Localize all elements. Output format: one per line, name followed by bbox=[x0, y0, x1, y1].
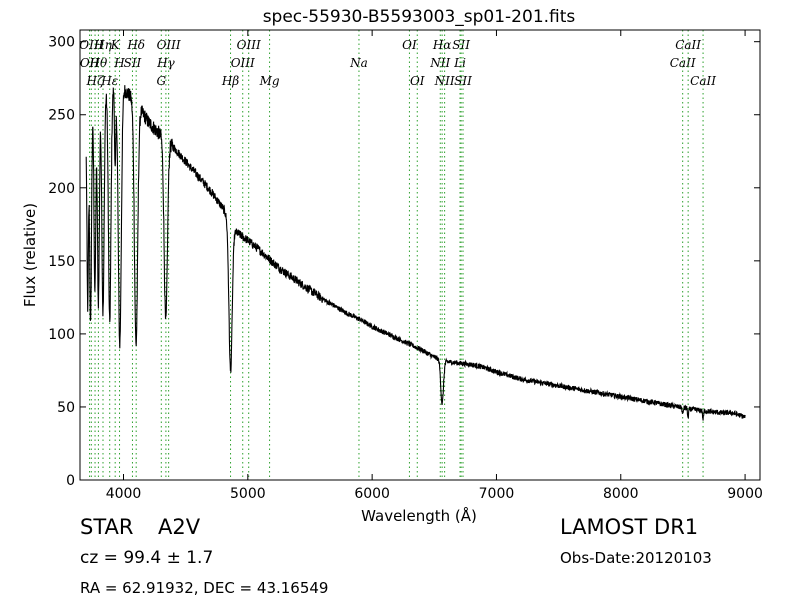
line-marker-label-10: G bbox=[157, 74, 167, 88]
line-marker-label-24: SII bbox=[452, 38, 470, 52]
line-marker-label-7: H bbox=[113, 56, 125, 70]
line-marker-label-22: NII bbox=[434, 74, 455, 88]
line-marker-label-14: OIII bbox=[231, 56, 255, 70]
spectrum-series bbox=[85, 85, 746, 421]
line-marker-label-21: Hα bbox=[432, 38, 452, 52]
x-tick-label-4: 8000 bbox=[603, 486, 639, 502]
x-tick-label-0: 4000 bbox=[106, 486, 142, 502]
line-markers: OIIOIIIHζHθHηHεKHSIIHδGHγOIIIHβOIIIOIIIM… bbox=[79, 30, 716, 480]
y-tick-label-3: 150 bbox=[48, 254, 75, 270]
line-marker-label-23: Li bbox=[453, 56, 466, 70]
line-marker-label-3: Hθ bbox=[89, 56, 108, 70]
line-marker-label-27: CaII bbox=[675, 38, 701, 52]
x-tick-label-3: 7000 bbox=[479, 486, 515, 502]
observation-date: Obs-Date:20120103 bbox=[560, 549, 712, 567]
line-marker-label-9: Hδ bbox=[126, 38, 145, 52]
line-marker-label-19: OI bbox=[410, 74, 425, 88]
line-marker-label-16: Mg bbox=[259, 74, 280, 88]
coordinates-readout: RA = 62.91932, DEC = 43.16549 bbox=[80, 579, 329, 597]
x-tick-label-1: 5000 bbox=[230, 486, 266, 502]
line-marker-label-25: SII bbox=[454, 74, 472, 88]
y-tick-label-6: 300 bbox=[48, 35, 75, 51]
x-axis-label: Wavelength (Å) bbox=[361, 506, 477, 525]
line-marker-label-12: OIII bbox=[157, 38, 181, 52]
line-marker-label-11: Hγ bbox=[156, 56, 175, 70]
x-tick-label-2: 6000 bbox=[354, 486, 390, 502]
chart-title: spec-55930-B5593003_sp01-201.fits bbox=[263, 7, 576, 27]
y-tick-label-0: 0 bbox=[66, 473, 75, 489]
object-class: STAR bbox=[80, 515, 134, 539]
y-tick-label-1: 50 bbox=[57, 400, 75, 416]
y-tick-label-4: 200 bbox=[48, 181, 75, 197]
redshift-readout: cz = 99.4 ± 1.7 bbox=[80, 548, 214, 568]
line-marker-label-17: Na bbox=[349, 56, 368, 70]
line-marker-label-8: SII bbox=[124, 56, 142, 70]
line-marker-label-2: Hζ bbox=[86, 74, 105, 88]
line-marker-label-5: Hε bbox=[100, 74, 118, 88]
line-marker-label-26: CaII bbox=[670, 56, 696, 70]
plot-axes: 4000 5000 6000 7000 8000 9000 0 50 100 150 200 250 3… bbox=[48, 29, 763, 502]
y-axis-label: Flux (relative) bbox=[21, 203, 39, 307]
x-tick-label-5: 9000 bbox=[727, 486, 763, 502]
y-tick-label-5: 250 bbox=[48, 108, 75, 124]
line-marker-label-28: CaII bbox=[690, 74, 716, 88]
line-marker-label-6: K bbox=[110, 38, 121, 52]
line-marker-label-18: OI bbox=[402, 38, 417, 52]
object-subclass: A2V bbox=[158, 515, 201, 539]
survey-name: LAMOST DR1 bbox=[560, 515, 699, 539]
line-marker-label-15: OIII bbox=[237, 38, 261, 52]
line-marker-label-20: NII bbox=[429, 56, 450, 70]
line-marker-label-13: Hβ bbox=[221, 74, 239, 88]
line-marker-label-4: Hη bbox=[93, 38, 112, 52]
spectrum-line bbox=[85, 85, 746, 421]
y-tick-label-2: 100 bbox=[48, 327, 75, 343]
plot-frame bbox=[79, 29, 761, 481]
